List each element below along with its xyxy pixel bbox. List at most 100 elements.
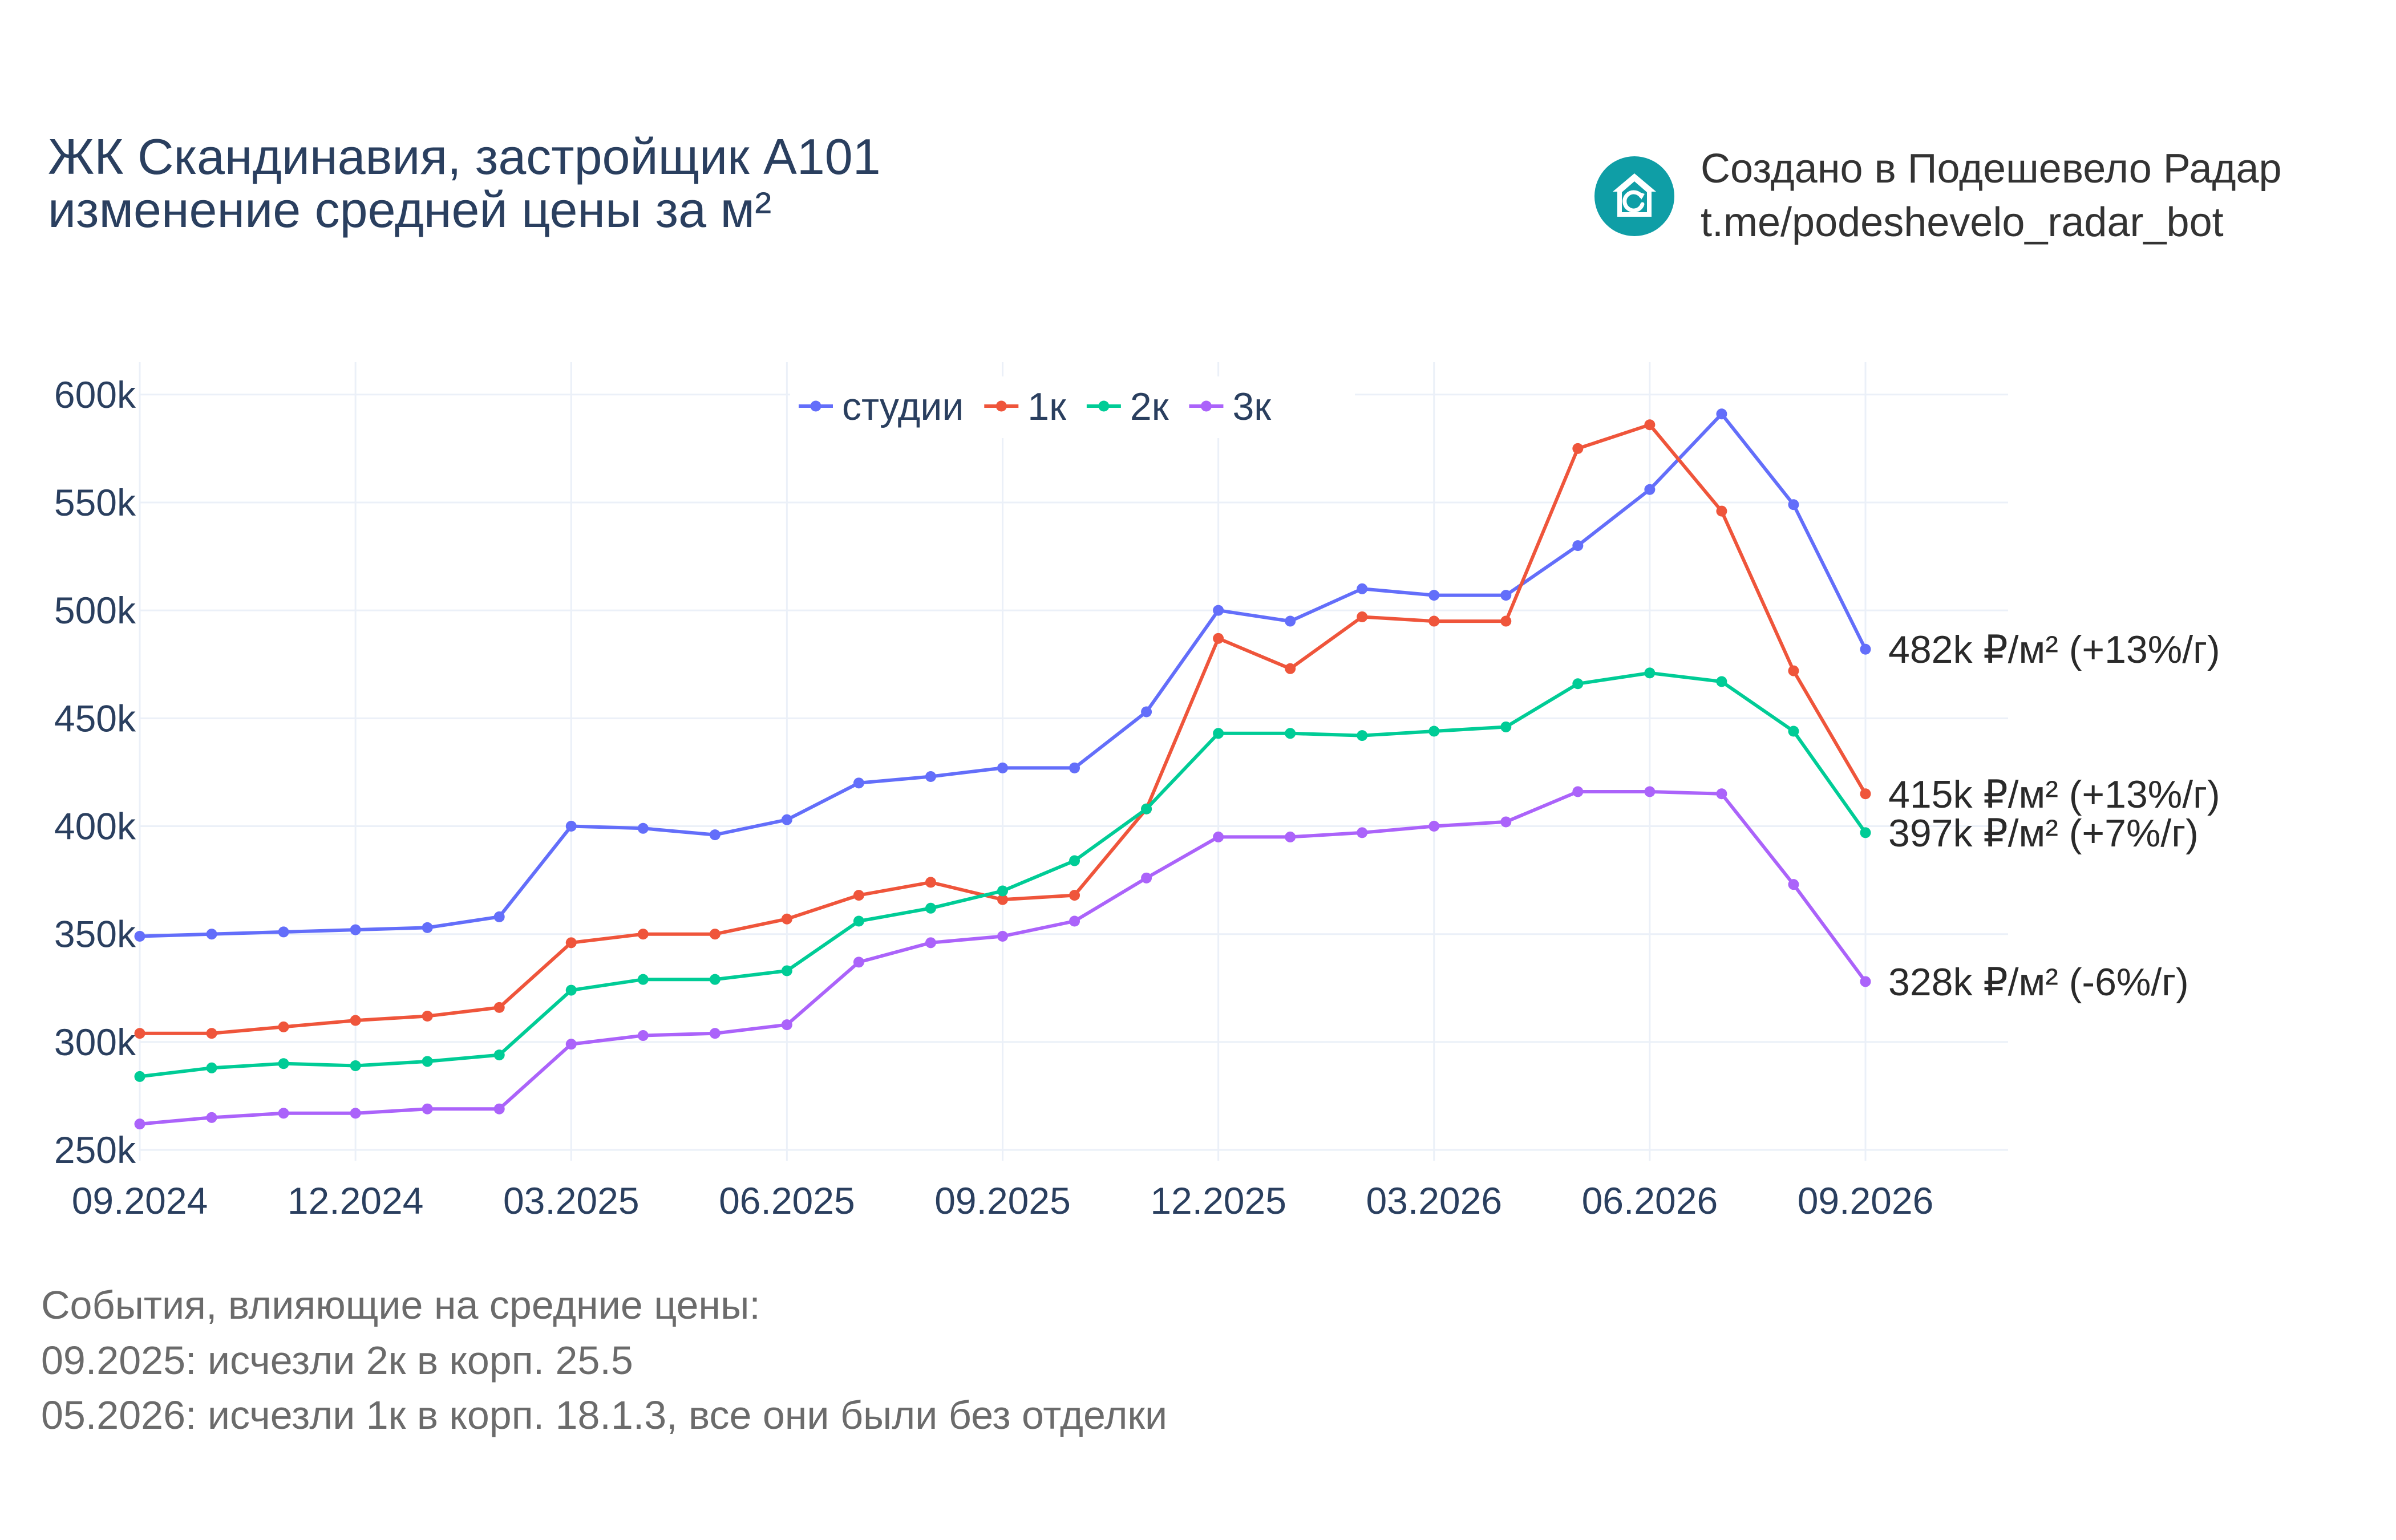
data-point <box>350 1060 361 1072</box>
data-point <box>1572 540 1584 552</box>
y-tick-label: 600k <box>54 374 136 416</box>
y-tick-label: 350k <box>54 913 136 955</box>
y-tick-label: 300k <box>54 1021 136 1063</box>
data-point <box>637 929 649 940</box>
data-point <box>709 1028 721 1039</box>
y-tick-label: 500k <box>54 589 136 631</box>
data-point <box>206 929 217 940</box>
data-point <box>997 762 1008 773</box>
data-point <box>422 922 433 933</box>
data-point <box>278 1058 289 1069</box>
data-point <box>1788 879 1799 890</box>
data-point <box>1500 816 1512 828</box>
legend-label: 2к <box>1130 385 1169 428</box>
data-point <box>637 1030 649 1041</box>
data-point <box>781 965 792 976</box>
data-point <box>493 1049 505 1061</box>
data-point <box>925 937 936 949</box>
data-point <box>493 1103 505 1115</box>
legend-label: 1к <box>1027 385 1067 428</box>
data-point <box>1428 821 1440 832</box>
x-tick-label: 12.2024 <box>288 1180 424 1222</box>
end-value-label: 397k ₽/м² (+7%/г) <box>1888 812 2199 855</box>
data-point <box>853 890 864 901</box>
brand-link[interactable]: t.me/podeshevelo_radar_bot <box>1701 199 2224 245</box>
data-point <box>1644 786 1656 797</box>
x-tick-label: 06.2026 <box>1582 1180 1718 1222</box>
data-point <box>1788 499 1799 510</box>
data-point <box>134 1028 145 1039</box>
data-point <box>422 1010 433 1022</box>
data-point <box>1644 667 1656 679</box>
x-tick-label: 09.2025 <box>934 1180 1071 1222</box>
data-point <box>1069 762 1080 773</box>
data-point <box>925 902 936 914</box>
end-value-label: 328k ₽/м² (-6%/г) <box>1888 961 2189 1004</box>
legend-label: студии <box>842 385 964 428</box>
data-point <box>997 885 1008 897</box>
data-point <box>493 911 505 922</box>
data-point <box>997 894 1008 905</box>
data-point <box>1357 611 1368 622</box>
legend-swatch-marker <box>1200 400 1212 412</box>
data-point <box>1285 831 1296 842</box>
legend-label: 3к <box>1232 385 1272 428</box>
data-point <box>1069 855 1080 866</box>
data-point <box>1860 643 1871 655</box>
data-point <box>637 822 649 834</box>
y-tick-label: 250k <box>54 1129 136 1171</box>
data-point <box>853 957 864 968</box>
data-point <box>709 829 721 841</box>
data-point <box>1716 676 1727 687</box>
legend-swatch-marker <box>1098 400 1110 412</box>
data-point <box>925 771 936 782</box>
data-point <box>1069 890 1080 901</box>
data-point <box>1500 590 1512 601</box>
data-point <box>493 1002 505 1013</box>
data-point <box>1357 583 1368 594</box>
x-tick-label: 12.2025 <box>1150 1180 1286 1222</box>
data-point <box>1716 505 1727 517</box>
x-tick-label: 03.2025 <box>503 1180 640 1222</box>
legend-swatch-marker <box>810 400 821 412</box>
data-point <box>1213 605 1224 616</box>
data-point <box>206 1028 217 1039</box>
y-tick-label: 400k <box>54 805 136 848</box>
event-item: 05.2026: исчезли 1к в корп. 18.1.3, все … <box>41 1393 1168 1438</box>
chart-title: ЖК Скандинавия, застройщик А101 изменени… <box>48 130 881 237</box>
data-point <box>1716 788 1727 800</box>
events-notes: События, влияющие на средние цены: 09.20… <box>41 1278 1167 1443</box>
data-point <box>134 1071 145 1082</box>
x-tick-label: 03.2026 <box>1366 1180 1502 1222</box>
data-point <box>1644 419 1656 431</box>
x-tick-label: 09.2024 <box>72 1180 208 1222</box>
data-point <box>1644 484 1656 495</box>
data-point <box>1500 615 1512 627</box>
data-point <box>350 924 361 935</box>
data-point <box>565 1039 577 1050</box>
data-point <box>1500 721 1512 732</box>
house-refresh-icon <box>1594 156 1674 236</box>
data-point <box>565 984 577 996</box>
data-point <box>1788 665 1799 676</box>
data-point <box>422 1103 433 1115</box>
data-point <box>1788 726 1799 737</box>
data-point <box>1716 408 1727 420</box>
data-point <box>1428 615 1440 627</box>
data-point <box>1285 728 1296 739</box>
chart-title-line-2: изменение средней цены за м² <box>48 181 772 238</box>
brand-block[interactable]: Создано в Подешевело Радар t.me/podeshev… <box>1594 143 2282 249</box>
data-point <box>1141 706 1152 718</box>
data-point <box>1860 976 1871 987</box>
data-point <box>1572 678 1584 690</box>
data-point <box>278 926 289 938</box>
data-point <box>781 814 792 825</box>
data-point <box>350 1015 361 1026</box>
data-point <box>1357 827 1368 838</box>
data-point <box>565 937 577 949</box>
data-point <box>709 974 721 985</box>
end-value-label: 415k ₽/м² (+13%/г) <box>1888 773 2220 816</box>
data-point <box>206 1112 217 1123</box>
data-point <box>422 1056 433 1067</box>
data-point <box>1069 915 1080 927</box>
